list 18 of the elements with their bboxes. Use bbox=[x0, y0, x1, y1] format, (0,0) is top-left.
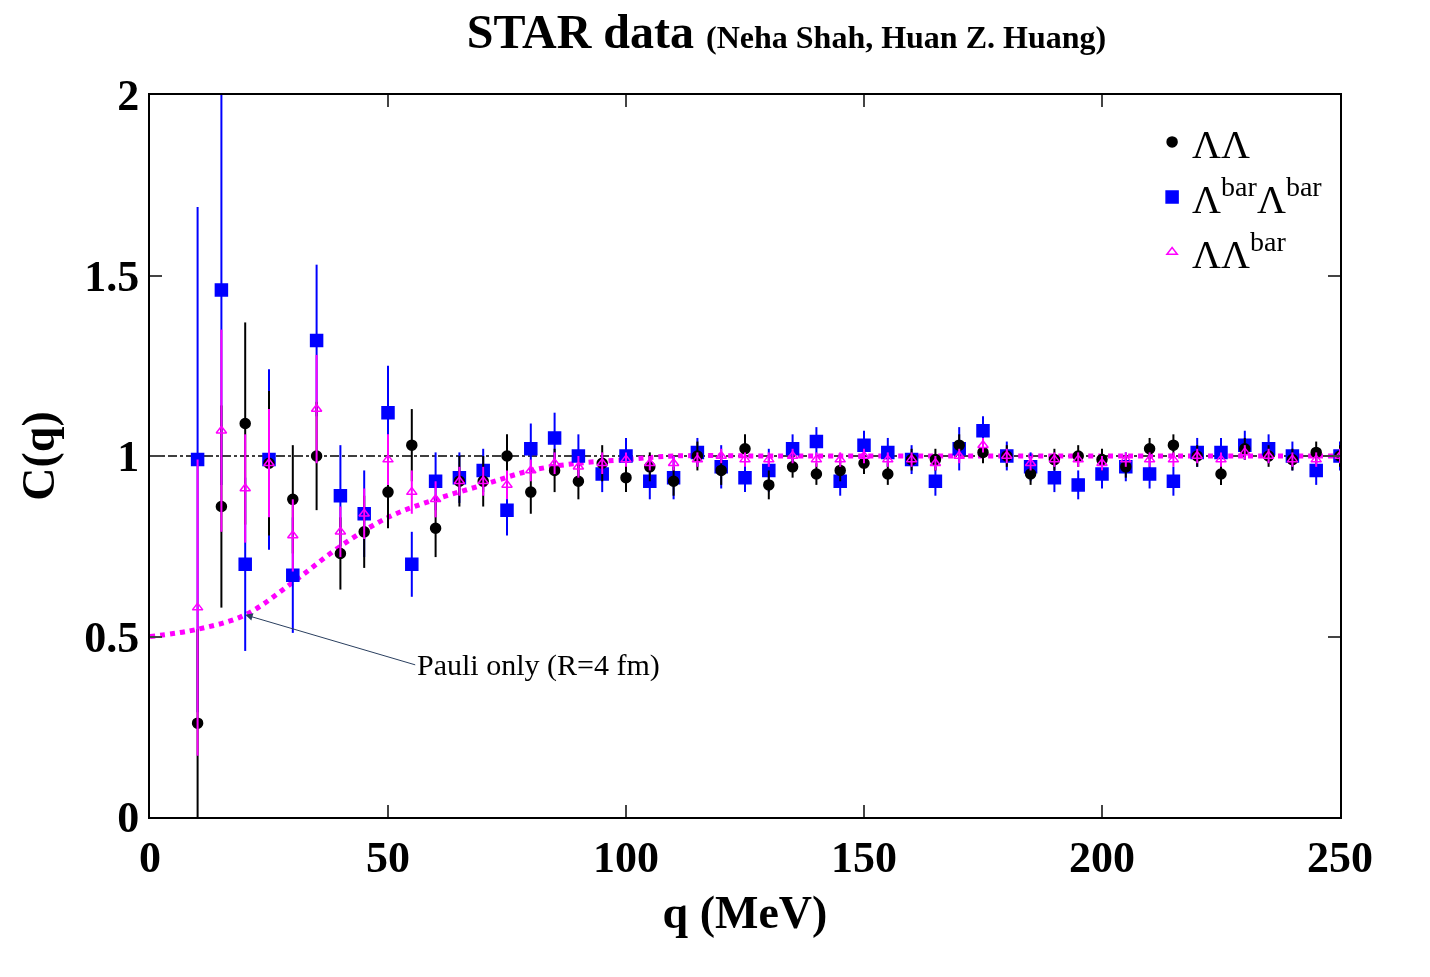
y-tick-label: 1.5 bbox=[84, 251, 140, 301]
y-tick-label: 0 bbox=[117, 793, 140, 843]
y-tick-label: 2 bbox=[117, 71, 140, 121]
legend-label: ΛΛ$^{bar}$ bbox=[1192, 225, 1287, 277]
x-tick-label: 50 bbox=[366, 832, 410, 882]
chart-title: STAR data bbox=[466, 5, 695, 59]
legend-label: Λ$^{bar}$Λ$^{bar}$ bbox=[1192, 170, 1323, 222]
x-tick-label: 250 bbox=[1307, 832, 1373, 882]
y-tick-label: 1 bbox=[117, 432, 140, 482]
legend-label: ΛΛ bbox=[1192, 121, 1251, 167]
y-axis-title: C(q) bbox=[13, 411, 65, 501]
x-tick-label: 150 bbox=[831, 832, 897, 882]
x-axis-title: q (MeV) bbox=[662, 887, 828, 938]
y-tick-label: 0.5 bbox=[84, 612, 140, 662]
chart-subtitle: (Neha Shah, Huan Z. Huang) bbox=[706, 19, 1107, 56]
x-tick-label: 200 bbox=[1069, 832, 1135, 882]
x-tick-label: 100 bbox=[593, 832, 659, 882]
annotation: Pauli only (R=4 fm) bbox=[417, 648, 660, 682]
